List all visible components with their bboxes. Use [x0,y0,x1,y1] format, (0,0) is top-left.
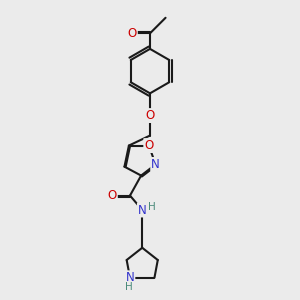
Text: H: H [148,202,155,212]
Text: H: H [125,282,133,292]
Text: O: O [144,139,154,152]
Text: O: O [146,109,154,122]
Text: O: O [128,27,137,40]
Text: O: O [108,189,117,202]
Text: N: N [151,158,160,171]
Text: N: N [126,271,134,284]
Text: N: N [138,203,147,217]
